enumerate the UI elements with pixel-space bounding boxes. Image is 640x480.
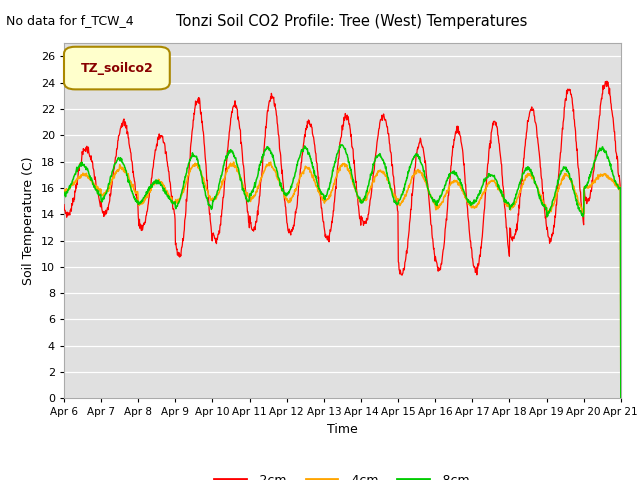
Y-axis label: Soil Temperature (C): Soil Temperature (C) [22, 156, 35, 285]
-8cm [60, 189, 68, 195]
-2cm [184, 181, 191, 187]
-2cm [551, 219, 559, 225]
-4cm [60, 190, 68, 196]
-8cm [339, 142, 346, 148]
-8cm [502, 197, 509, 203]
-4cm [246, 199, 254, 204]
-8cm [246, 192, 254, 197]
-4cm [551, 198, 559, 204]
Text: TZ_soilco2: TZ_soilco2 [81, 61, 153, 74]
Line: -8cm: -8cm [64, 145, 621, 397]
-8cm [617, 395, 625, 400]
-4cm [617, 396, 625, 402]
X-axis label: Time: Time [327, 423, 358, 436]
-2cm [502, 214, 509, 220]
-2cm [246, 216, 254, 222]
-4cm [184, 173, 191, 179]
Legend: -2cm, -4cm, -8cm: -2cm, -4cm, -8cm [209, 468, 476, 480]
-2cm [617, 397, 625, 403]
-8cm [551, 191, 559, 196]
-2cm [170, 210, 178, 216]
Text: Tonzi Soil CO2 Profile: Tree (West) Temperatures: Tonzi Soil CO2 Profile: Tree (West) Temp… [176, 14, 528, 29]
FancyBboxPatch shape [64, 47, 170, 89]
Line: -2cm: -2cm [64, 81, 621, 400]
-4cm [502, 199, 509, 205]
-2cm [429, 236, 436, 241]
-4cm [230, 159, 237, 165]
-4cm [170, 200, 178, 205]
Line: -4cm: -4cm [64, 162, 621, 399]
-8cm [429, 197, 437, 203]
-4cm [429, 198, 437, 204]
Text: No data for f_TCW_4: No data for f_TCW_4 [6, 14, 134, 27]
-8cm [170, 201, 178, 206]
-8cm [184, 165, 191, 170]
-2cm [603, 78, 611, 84]
-2cm [60, 202, 68, 207]
